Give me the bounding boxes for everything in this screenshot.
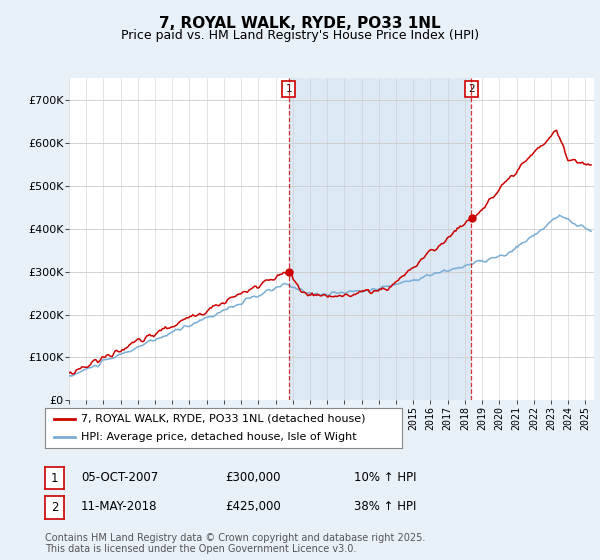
Text: 10% ↑ HPI: 10% ↑ HPI <box>354 470 416 484</box>
Text: 2: 2 <box>51 501 58 514</box>
Text: 1: 1 <box>51 472 58 485</box>
Text: 1: 1 <box>286 84 292 94</box>
Text: £300,000: £300,000 <box>225 470 281 484</box>
Text: Price paid vs. HM Land Registry's House Price Index (HPI): Price paid vs. HM Land Registry's House … <box>121 29 479 42</box>
Text: 7, ROYAL WALK, RYDE, PO33 1NL (detached house): 7, ROYAL WALK, RYDE, PO33 1NL (detached … <box>80 414 365 423</box>
Text: Contains HM Land Registry data © Crown copyright and database right 2025.
This d: Contains HM Land Registry data © Crown c… <box>45 533 425 554</box>
Text: HPI: Average price, detached house, Isle of Wight: HPI: Average price, detached house, Isle… <box>80 432 356 442</box>
Text: £425,000: £425,000 <box>225 500 281 513</box>
Text: 05-OCT-2007: 05-OCT-2007 <box>81 470 158 484</box>
Bar <box>289 78 471 400</box>
Text: 38% ↑ HPI: 38% ↑ HPI <box>354 500 416 513</box>
Text: 11-MAY-2018: 11-MAY-2018 <box>81 500 157 513</box>
Text: 7, ROYAL WALK, RYDE, PO33 1NL: 7, ROYAL WALK, RYDE, PO33 1NL <box>159 16 441 31</box>
Text: 2: 2 <box>468 84 475 94</box>
